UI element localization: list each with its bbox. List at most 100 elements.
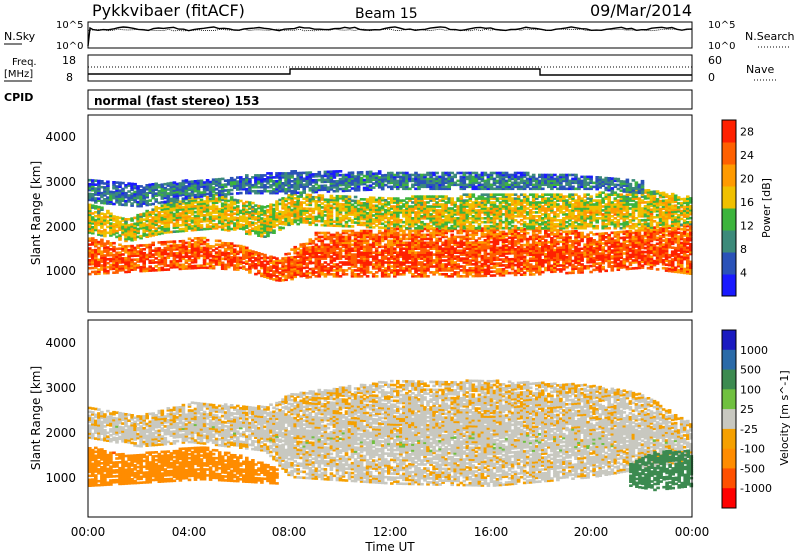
heatmap-cell — [287, 276, 291, 279]
heatmap-cell — [245, 208, 249, 212]
heatmap-cell — [299, 257, 303, 260]
heatmap-cell — [223, 243, 228, 247]
heatmap-cell — [187, 243, 192, 246]
heatmap-cell — [296, 271, 300, 274]
heatmap-cell — [317, 265, 322, 268]
heatmap-cell — [169, 252, 174, 255]
heatmap-cell — [308, 267, 313, 271]
heatmap-cell — [347, 261, 352, 264]
heatmap-cell — [368, 251, 373, 254]
heatmap-cell — [275, 200, 279, 203]
heatmap-cell — [622, 258, 627, 261]
heatmap-cell — [151, 243, 155, 247]
heatmap-cell — [302, 242, 306, 246]
heatmap-cell — [163, 256, 168, 260]
heatmap-cell — [359, 265, 364, 268]
heatmap-cell — [314, 267, 319, 270]
heatmap-cell — [486, 224, 491, 228]
heatmap-cell — [320, 202, 325, 205]
heatmap-cell — [326, 235, 331, 239]
heatmap-cell — [142, 267, 146, 271]
heatmap-cell — [356, 243, 361, 247]
heatmap-cell — [181, 265, 186, 268]
heatmap-cell — [275, 277, 279, 280]
heatmap-cell — [236, 268, 240, 271]
heatmap-cell — [121, 259, 125, 262]
heatmap-cell — [501, 230, 506, 234]
heatmap-cell — [326, 271, 331, 274]
heatmap-cell — [290, 256, 294, 259]
heatmap-cell — [160, 254, 165, 258]
heatmap-cell — [109, 212, 113, 216]
heatmap-cell — [266, 270, 270, 273]
heatmap-cell — [359, 255, 364, 258]
heatmap-cell — [133, 248, 137, 252]
heatmap-cell — [88, 259, 92, 262]
freq-right-tick-bottom: 0 — [708, 71, 715, 84]
heatmap-cell — [365, 245, 370, 249]
heatmap-cell — [139, 252, 143, 255]
heatmap-cell — [356, 245, 361, 249]
heatmap-cell — [169, 264, 174, 267]
heatmap-cell — [317, 271, 322, 274]
heatmap-cell — [371, 235, 376, 239]
heatmap-cell — [245, 248, 249, 252]
heatmap-cell — [278, 267, 282, 270]
heatmap-cell — [347, 251, 352, 254]
heatmap-cell — [124, 270, 128, 274]
heatmap-cell — [184, 201, 189, 205]
heatmap-cell — [320, 255, 325, 258]
heatmap-cell — [181, 263, 186, 267]
heatmap-cell — [380, 265, 385, 268]
heatmap-cell — [335, 257, 340, 260]
heatmap-cell — [136, 258, 140, 261]
heatmap-cell — [350, 263, 355, 266]
heatmap-cell — [362, 249, 367, 252]
heatmap-cell — [296, 259, 300, 262]
heatmap-cell — [308, 238, 313, 241]
heatmap-cell — [199, 236, 204, 240]
heatmap-cell — [338, 257, 343, 260]
heatmap-cell — [91, 241, 95, 244]
heatmap-cell — [169, 244, 174, 248]
heatmap-cell — [160, 266, 165, 270]
heatmap-cell — [296, 261, 300, 264]
heatmap-cell — [172, 242, 177, 245]
heatmap-cell — [190, 251, 195, 254]
heatmap-cell — [172, 254, 177, 257]
heatmap-cell — [368, 231, 373, 235]
heatmap-cell — [347, 233, 352, 237]
heatmap-cell — [136, 254, 140, 257]
noise-sky-line — [87, 26, 693, 47]
heatmap-cell — [347, 263, 352, 266]
heatmap-cell — [329, 239, 334, 243]
heatmap-cell — [157, 255, 162, 258]
heatmap-cell — [148, 249, 152, 253]
heatmap-cell — [269, 267, 273, 270]
heatmap-cell — [106, 271, 110, 275]
heatmap-cell — [380, 263, 385, 266]
heatmap-cell — [299, 264, 303, 268]
heatmap-cell — [226, 242, 231, 245]
heatmap-cell — [127, 244, 131, 248]
heatmap-cell — [211, 261, 216, 264]
heatmap-cell — [115, 257, 119, 261]
heatmap-cell — [426, 249, 430, 252]
heatmap-cell — [302, 258, 306, 262]
heatmap-cell — [667, 230, 672, 233]
heatmap-cell — [284, 270, 288, 274]
heatmap-cell — [323, 273, 328, 276]
heatmap-cell — [211, 259, 216, 262]
heatmap-cell — [136, 244, 140, 247]
heatmap-cell — [154, 227, 158, 230]
heatmap-cell — [320, 253, 325, 256]
freq-right-tick-top: 60 — [708, 54, 722, 67]
heatmap-cell — [199, 254, 204, 258]
heatmap-cell — [94, 205, 98, 208]
heatmap-cell — [260, 274, 264, 278]
heatmap-cell — [130, 244, 134, 248]
heatmap-cell — [91, 239, 95, 242]
heatmap-cell — [236, 256, 240, 259]
heatmap-cell — [359, 235, 364, 239]
heatmap-cell — [239, 256, 243, 260]
